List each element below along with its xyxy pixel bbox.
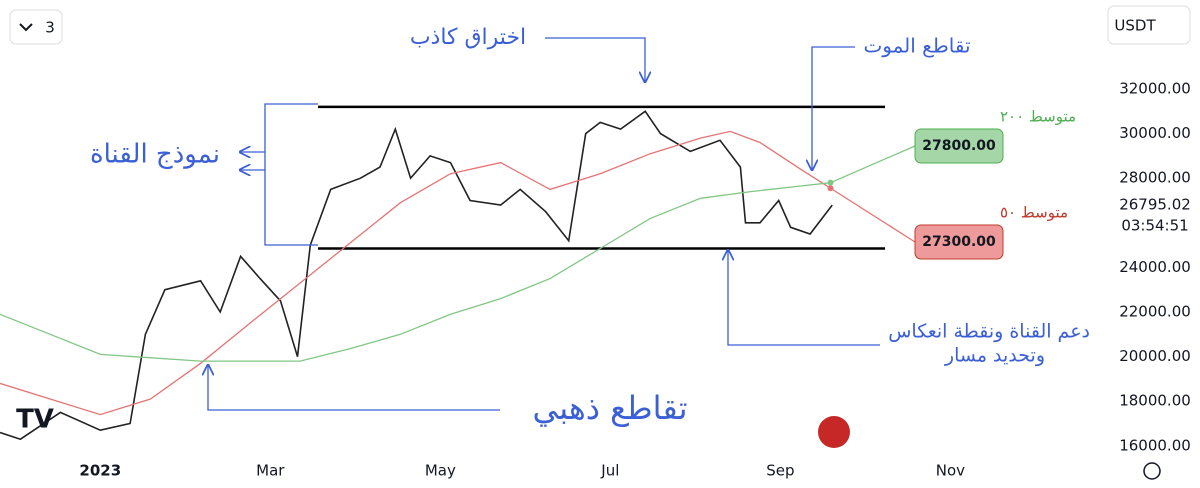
arrow [208,365,500,411]
price-line [0,110,833,441]
target-box [914,224,1004,260]
y-tick-label: 24000.00 [1119,258,1191,276]
x-tick-label: Nov [936,462,965,480]
settings-icon[interactable] [1143,462,1161,480]
ma-dot [827,185,834,192]
projection [830,145,916,184]
chevron [19,23,33,32]
target-label: 27800.00 [922,138,996,154]
arrow [812,46,855,170]
annotation: وتحديد مسار [944,345,1045,367]
x-tick-label: Jul [600,462,619,480]
logo: TV [16,405,54,435]
interval: 3 [45,19,55,37]
target-box [914,128,1004,164]
moving-average [0,130,831,416]
currency-button[interactable] [1107,5,1191,45]
y-tick-label: 32000.00 [1119,79,1191,97]
arrow [728,250,880,346]
annotation: تقاطع ذهبي [533,389,688,427]
y-tick-label: 30000.00 [1119,124,1191,142]
x-tick-label: May [425,462,456,480]
ma-dot [827,179,834,186]
projection [830,187,916,243]
plot [0,105,885,441]
x-tick-label: Mar [256,462,285,480]
y-tick-label: 16000.00 [1119,436,1191,454]
target-label: 27300.00 [922,234,996,250]
annotation: نموذج القناة [90,140,220,170]
interval-button[interactable] [9,9,63,45]
arrow [545,37,645,82]
legend-entry: متوسط ٢٠٠ [1000,108,1076,126]
y-tick-label: 18000.00 [1119,392,1191,410]
annotation: دعم القناة ونقطة انعكاس [888,321,1090,343]
x-tick-label: 2023 [79,462,121,480]
annotation: اختراق كاذب [410,25,526,50]
legend-entry: متوسط ٥٠ [1000,204,1068,222]
x-tick-label: Sep [766,462,794,480]
last-price: 26795.02 [1119,196,1191,214]
y-tick-label: 28000.00 [1119,169,1191,187]
currency: USDT [1114,17,1156,35]
bracket [264,103,318,246]
annotation: تقاطع الموت [863,34,970,58]
y-tick-label: 22000.00 [1119,303,1191,321]
countdown: 03:54:51 [1121,217,1188,235]
moving-average [0,182,831,362]
y-tick-label: 20000.00 [1119,347,1191,365]
flag-icon [818,416,850,448]
